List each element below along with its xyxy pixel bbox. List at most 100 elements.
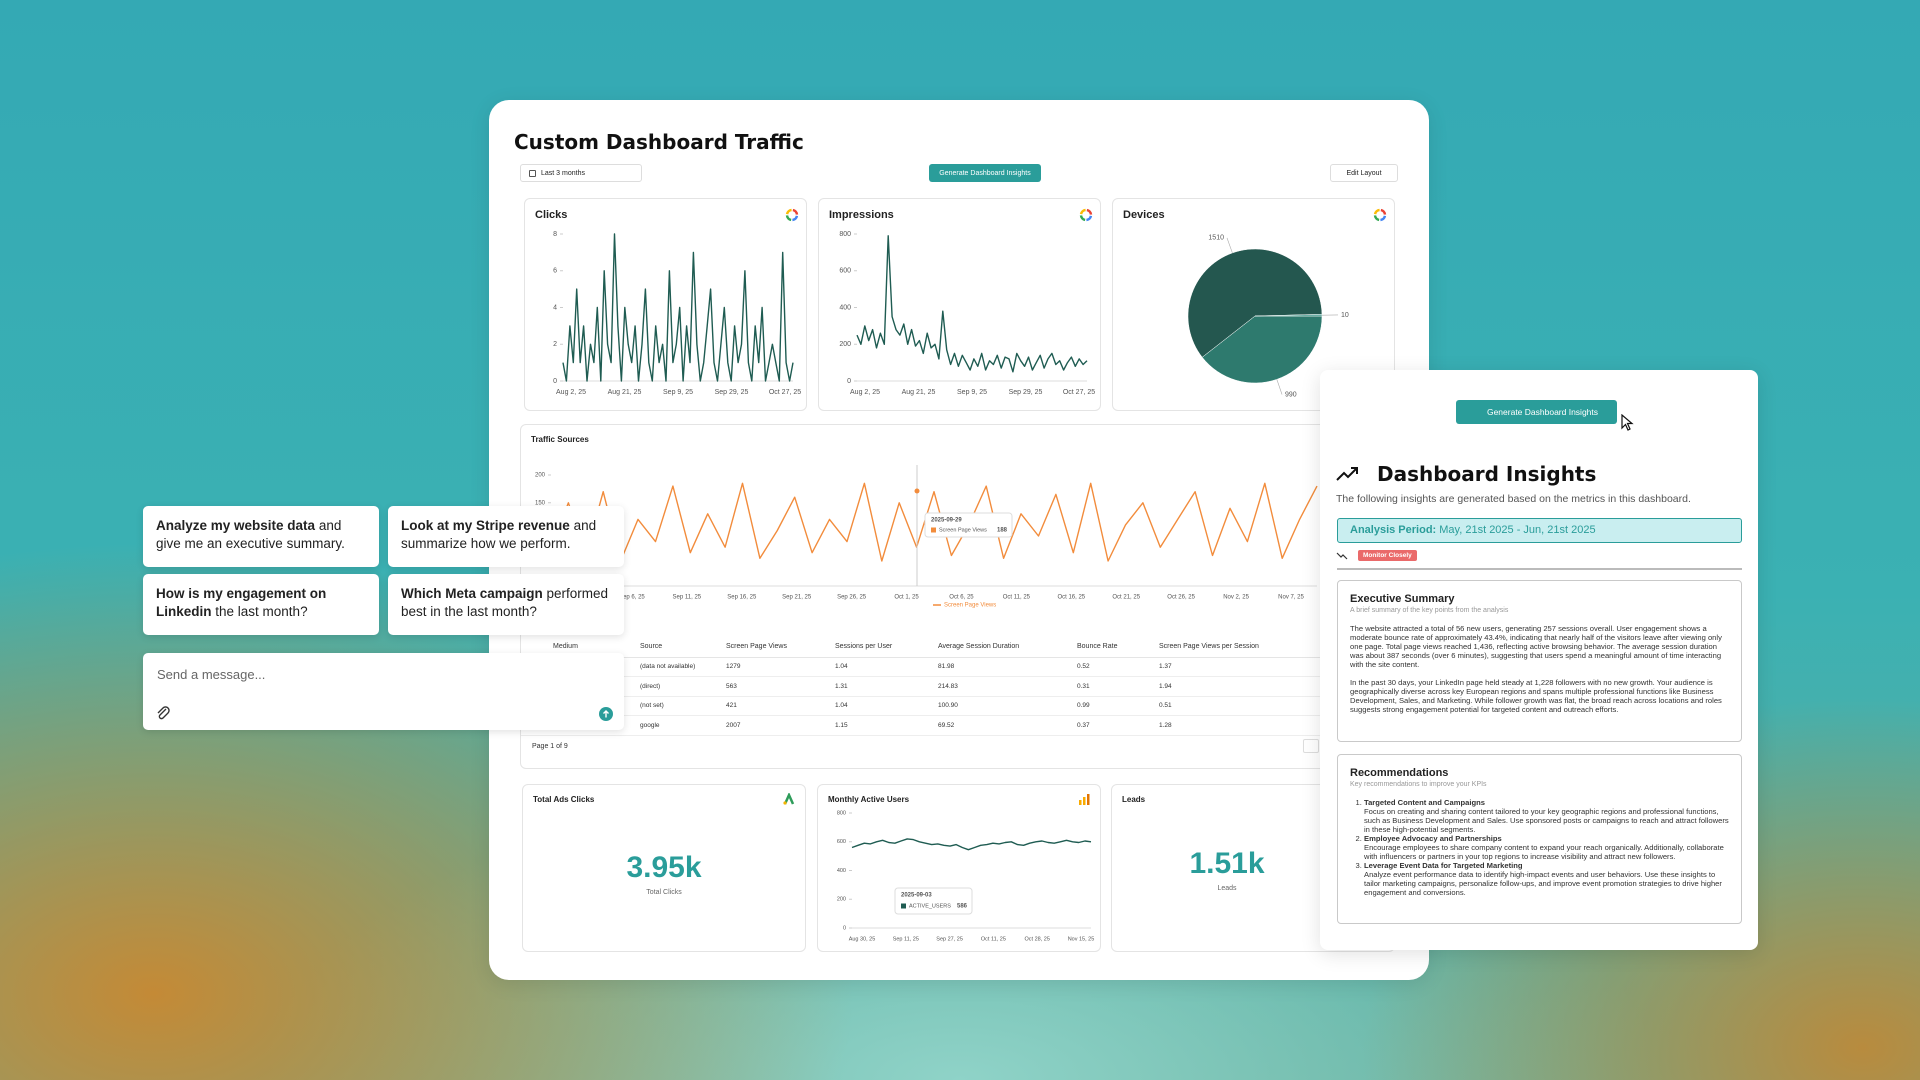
card-title: Total Ads Clicks	[533, 795, 595, 804]
icon-part	[785, 208, 792, 215]
status-badge: Monitor Closely	[1358, 550, 1417, 561]
x-tick-label: Sep 11, 25	[673, 595, 702, 601]
generate-insights-button[interactable]: Generate Dashboard Insights	[1456, 400, 1617, 424]
table-cell: 1.28	[1159, 721, 1172, 729]
edit-layout-button[interactable]: Edit Layout	[1330, 164, 1398, 182]
card-title: Leads	[1122, 795, 1146, 804]
period-label: Analysis Period:	[1350, 524, 1437, 536]
table-cell: 69.52	[938, 721, 955, 729]
tooltip	[924, 512, 1013, 538]
card-title: Impressions	[829, 209, 894, 221]
x-tick-label: Oct 16, 25	[1057, 595, 1085, 601]
table-cell: (not set)	[640, 702, 664, 709]
insights-title: Dashboard Insights	[1377, 462, 1597, 486]
line-series	[851, 838, 1092, 851]
tooltip-swatch	[931, 527, 936, 533]
x-tick-label: Oct 11, 25	[1003, 595, 1031, 601]
y-tick-label: 0	[553, 378, 557, 385]
clicks-card: Clicks 0 2 4 6 8 Aug 2, 25 Aug 21, 25 Sep 9, 25 S…	[524, 198, 807, 411]
summary-paragraph: The website attracted a total of 56 new …	[1350, 624, 1722, 669]
x-tick-label: Sep 27, 25	[936, 936, 963, 942]
row-divider	[521, 734, 1396, 736]
x-tick-label: Nov 15, 25	[1068, 936, 1095, 942]
tooltip	[894, 887, 973, 915]
message-box[interactable]: Send a message...	[143, 653, 624, 730]
send-button[interactable]	[599, 707, 613, 721]
pie-slice	[1201, 315, 1323, 384]
icon-part	[1373, 208, 1380, 215]
recommendation-title: Leverage Event Data for Targeted Marketi…	[1364, 861, 1523, 870]
recommendation-text: Analyze event performance data to identi…	[1364, 870, 1722, 897]
x-tick-label: Sep 26, 25	[837, 595, 867, 601]
x-tick-label: Aug 2, 25	[556, 389, 586, 396]
column-header: Medium	[553, 643, 578, 650]
insights-panel: Generate Dashboard Insights Dashboard In…	[1320, 370, 1758, 950]
column-header: Screen Page Views per Session	[1159, 643, 1259, 650]
section-title: Recommendations	[1350, 767, 1449, 779]
suggestion-bold: Which Meta campaign	[401, 586, 543, 601]
section-subtitle: A brief summary of the key points from t…	[1350, 607, 1509, 614]
pagination-button[interactable]	[1303, 739, 1319, 753]
y-tick-label: 400	[837, 868, 846, 874]
suggestion-card[interactable]: How is my engagement on Linkedin the las…	[143, 574, 379, 635]
x-tick-label: Aug 21, 25	[902, 389, 936, 396]
table-cell: 0.51	[1159, 702, 1172, 709]
table-cell: 1.94	[1159, 682, 1172, 690]
suggestion-bold: Analyze my website data	[156, 518, 316, 533]
y-tick-label: 6	[553, 268, 557, 275]
x-tick-label: Oct 27, 25	[769, 389, 801, 396]
date-range-button[interactable]: Last 3 months	[520, 164, 642, 182]
mau-chart: 0 200 400 600 800 Aug 30, 25 Sep 11, 25 Sep 27,…	[837, 810, 1095, 942]
column-header: Sessions per User	[835, 643, 893, 650]
icon-part	[785, 215, 792, 222]
table-cell: 81.98	[938, 663, 955, 670]
generate-insights-button[interactable]: Generate Dashboard Insights	[929, 164, 1041, 182]
table-cell: 0.52	[1077, 663, 1090, 670]
table-cell: 421	[726, 702, 737, 709]
table-cell: 0.99	[1077, 702, 1090, 709]
y-tick-label: 400	[839, 304, 851, 311]
x-tick-label: Aug 2, 25	[850, 389, 880, 396]
column-header: Source	[640, 643, 663, 650]
table-cell: 1.15	[835, 721, 848, 729]
suggestion-card[interactable]: Analyze my website data and give me an e…	[143, 506, 379, 567]
line-series	[550, 482, 1318, 562]
table-cell: 1.31	[835, 682, 848, 690]
x-tick-label: Nov 7, 25	[1278, 595, 1304, 601]
card-title: Monthly Active Users	[828, 795, 910, 804]
column-header: Bounce Rate	[1077, 643, 1118, 650]
suggestion-bold: Look at my Stripe revenue	[401, 518, 570, 533]
table-cell: 1.04	[835, 663, 848, 670]
header-divider	[521, 657, 1396, 658]
slice-label: 990	[1285, 391, 1297, 398]
y-tick-label: 600	[837, 839, 846, 845]
slice-label: 10	[1341, 312, 1349, 319]
y-tick-label: 600	[839, 268, 851, 275]
data-table: Medium Source Screen Page Views Sessions pe…	[521, 635, 1396, 770]
tooltip-value: 586	[957, 904, 968, 910]
card-title: Traffic Sources	[531, 435, 589, 444]
recommendation-title: Targeted Content and Campaigns	[1364, 798, 1485, 807]
attach-button[interactable]	[155, 705, 171, 721]
analytics-icon	[1079, 794, 1090, 805]
recommendation-title: Employee Advocacy and Partnerships	[1364, 834, 1502, 843]
suggestion-text: and give me an executive summary.	[156, 518, 345, 551]
table-cell: 1.37	[1159, 663, 1172, 670]
table-cell: google	[640, 721, 660, 729]
recommendation: Leverage Event Data for Targeted Marketi…	[1364, 861, 1729, 897]
section-title: Executive Summary	[1350, 593, 1455, 605]
suggestion-text: and summarize how we perform.	[401, 518, 597, 551]
table-cell: 563	[726, 682, 737, 690]
recommendation: Employee Advocacy and PartnershipsEncour…	[1364, 834, 1729, 861]
suggestion-card[interactable]: Look at my Stripe revenue and summarize …	[388, 506, 624, 567]
message-placeholder: Send a message...	[157, 667, 266, 682]
suggestion-card[interactable]: Which Meta campaign performed best in th…	[388, 574, 624, 635]
pagination: Page 1 of 9	[532, 743, 568, 750]
suggestion-text: the last month?	[211, 604, 308, 619]
summary-box: Executive Summary A brief summary of the…	[1337, 580, 1742, 742]
x-tick-label: Oct 27, 25	[1063, 389, 1095, 396]
y-tick-label: 200	[535, 473, 546, 479]
